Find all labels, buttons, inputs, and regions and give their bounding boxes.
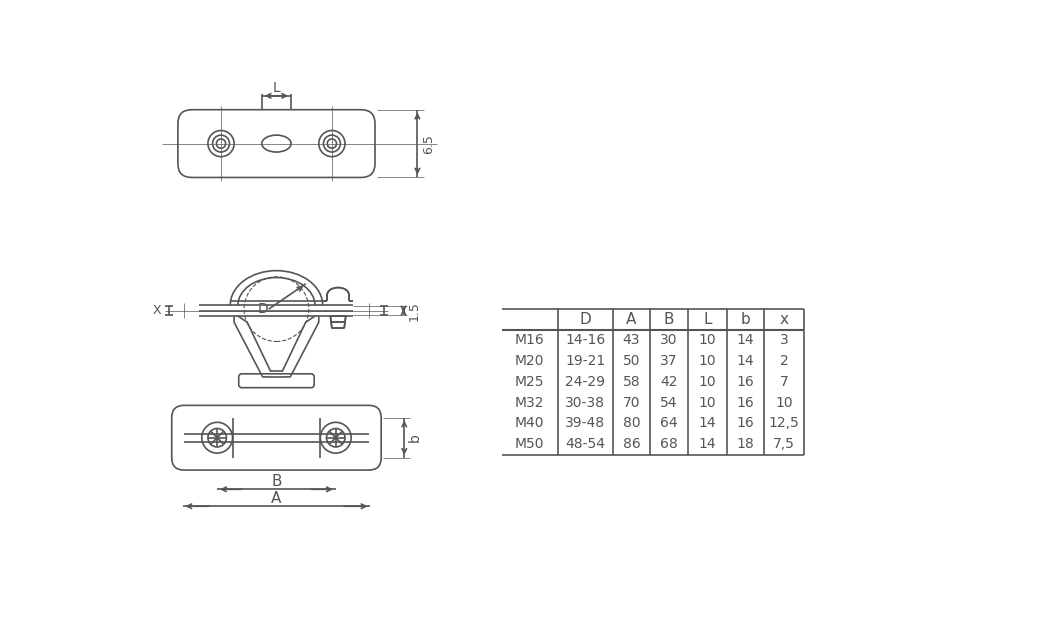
Text: b: b [741, 312, 750, 327]
Text: 6.5: 6.5 [421, 134, 435, 154]
Text: 10: 10 [699, 354, 717, 368]
Text: 16: 16 [737, 375, 755, 389]
Text: 68: 68 [660, 437, 678, 451]
Text: 2: 2 [780, 354, 788, 368]
Text: 16: 16 [737, 396, 755, 410]
Text: 50: 50 [622, 354, 640, 368]
Text: x: x [780, 312, 788, 327]
Text: D: D [579, 312, 591, 327]
Text: M16: M16 [515, 333, 544, 347]
Text: 58: 58 [622, 375, 640, 389]
Text: 14-16: 14-16 [565, 333, 605, 347]
Text: 54: 54 [660, 396, 678, 410]
Text: 10: 10 [775, 396, 792, 410]
Text: 1.5: 1.5 [408, 301, 420, 321]
Text: L: L [703, 312, 712, 327]
Text: B: B [664, 312, 675, 327]
Text: D: D [257, 302, 268, 316]
Text: b: b [408, 433, 423, 442]
Text: M25: M25 [515, 375, 544, 389]
Text: 3: 3 [780, 333, 788, 347]
Text: A: A [271, 491, 282, 506]
Text: 24-29: 24-29 [565, 375, 605, 389]
Text: 86: 86 [622, 437, 640, 451]
Text: 43: 43 [622, 333, 640, 347]
Text: L: L [272, 81, 281, 95]
Text: 14: 14 [737, 333, 755, 347]
Text: 14: 14 [737, 354, 755, 368]
Text: 14: 14 [699, 417, 717, 430]
Text: M32: M32 [515, 396, 544, 410]
Text: 70: 70 [622, 396, 640, 410]
Text: 64: 64 [660, 417, 678, 430]
Text: 10: 10 [699, 396, 717, 410]
Text: M40: M40 [515, 417, 544, 430]
Text: B: B [271, 474, 282, 489]
Text: M20: M20 [515, 354, 544, 368]
Text: 10: 10 [699, 333, 717, 347]
Text: 48-54: 48-54 [565, 437, 605, 451]
Text: M50: M50 [515, 437, 544, 451]
Text: 14: 14 [699, 437, 717, 451]
Text: 18: 18 [737, 437, 755, 451]
Text: 39-48: 39-48 [565, 417, 605, 430]
Text: 7: 7 [780, 375, 788, 389]
Text: 80: 80 [622, 417, 640, 430]
Text: 10: 10 [699, 375, 717, 389]
Text: 16: 16 [737, 417, 755, 430]
Text: 7,5: 7,5 [772, 437, 795, 451]
Text: 19-21: 19-21 [565, 354, 605, 368]
Text: 12,5: 12,5 [768, 417, 799, 430]
Text: 30-38: 30-38 [565, 396, 605, 410]
Text: 30: 30 [660, 333, 678, 347]
Text: 37: 37 [660, 354, 678, 368]
Text: A: A [626, 312, 637, 327]
Text: 42: 42 [660, 375, 678, 389]
Text: X: X [152, 304, 162, 317]
